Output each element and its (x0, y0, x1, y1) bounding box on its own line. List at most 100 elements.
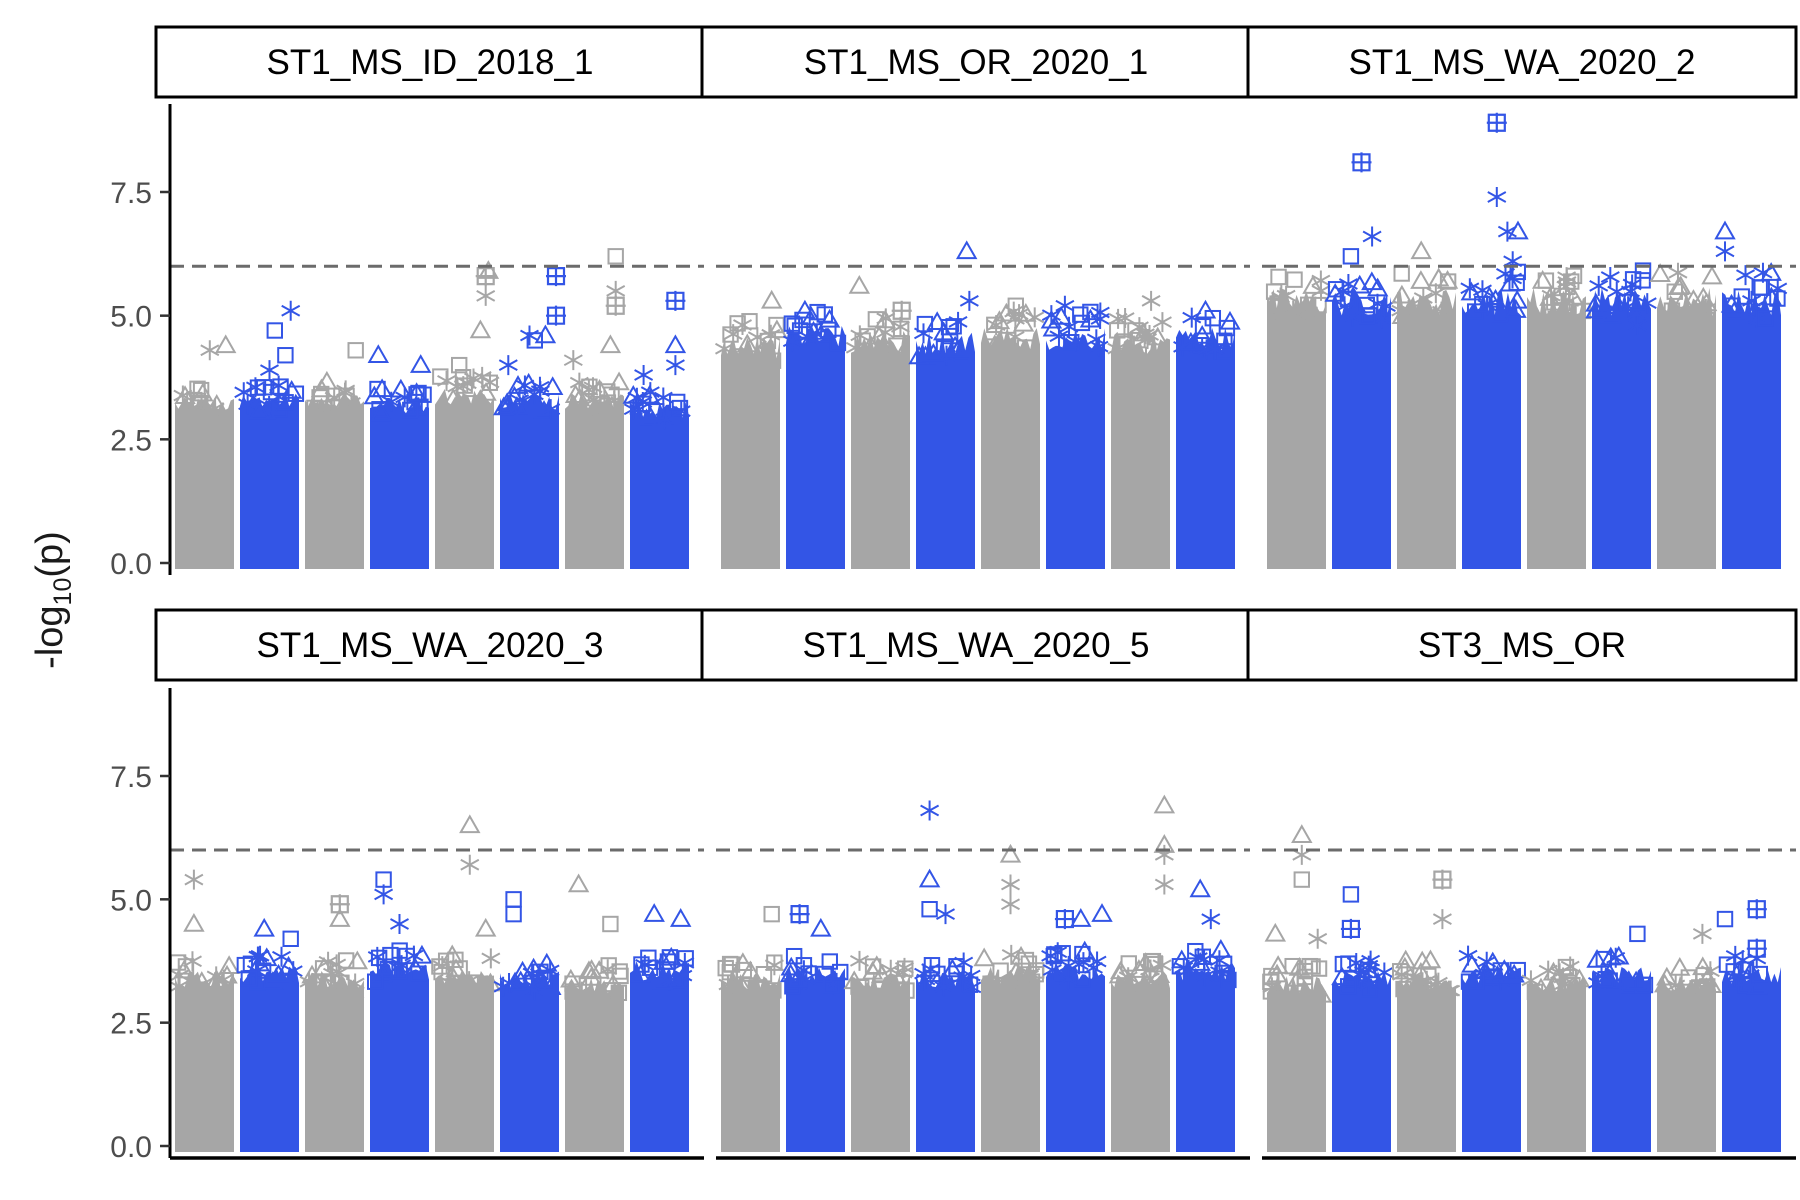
facet-strip-box (700, 608, 1252, 682)
snp-point (1607, 295, 1630, 314)
snp-point (795, 957, 813, 974)
snp-point (823, 977, 840, 994)
facet-panel: ST1_MS_WA_2020_5 (700, 608, 1252, 1160)
snp-point (1564, 976, 1581, 994)
snp-point (1219, 310, 1241, 330)
y-tick-label: 0.0 (110, 548, 152, 581)
snp-peak-point (1189, 878, 1211, 898)
snp-point (1195, 966, 1215, 987)
chromosome-band-8 (1718, 945, 1781, 1152)
snp-peak-point (1001, 894, 1020, 915)
snp-density (630, 961, 689, 1152)
snp-density (565, 392, 624, 569)
snp-density (1176, 962, 1235, 1152)
snp-peak-point (329, 908, 351, 927)
snp-peak-point (1692, 923, 1712, 944)
chromosome-band-1 (1262, 955, 1333, 1152)
chromosome-band-3 (843, 950, 915, 1152)
y-tick-label: 7.5 (110, 761, 152, 794)
snp-point (1427, 267, 1450, 287)
snp-peak-point (1264, 922, 1287, 942)
snp-point (560, 968, 582, 988)
snp-point (722, 343, 744, 363)
chromosome-band-3 (305, 370, 364, 569)
snp-point (1751, 306, 1773, 325)
snp-point (1626, 303, 1646, 324)
snp-peak-point (1714, 220, 1736, 240)
snp-peak-point (534, 324, 557, 344)
snp-point (1194, 949, 1214, 970)
chromosome-band-2 (236, 945, 303, 1152)
snp-point (601, 395, 623, 415)
snp-density (305, 971, 364, 1152)
snp-point (1477, 295, 1497, 316)
snp-peak-point (1345, 294, 1367, 314)
snp-point (431, 958, 448, 975)
snp-point (780, 956, 802, 976)
y-axis-label-tail: (p) (29, 531, 71, 577)
snp-density (500, 971, 559, 1152)
snp-point (1678, 982, 1700, 1002)
snp-point (327, 954, 347, 975)
snp-density (981, 966, 1040, 1152)
snp-peak-point (921, 901, 938, 918)
snp-point (1472, 280, 1492, 301)
facet-strip: ST1_MS_OR_2020_1 (700, 25, 1252, 99)
snp-point (1108, 308, 1128, 329)
snp-point (935, 340, 953, 357)
facet-strip-box (154, 25, 706, 99)
snp-point (1424, 308, 1444, 329)
snp-point (1426, 283, 1446, 304)
snp-density (1657, 288, 1716, 569)
snp-density (1111, 971, 1170, 1152)
chromosome-band-7 (564, 371, 630, 569)
snp-point (1751, 965, 1769, 983)
snp-peak-point (1627, 315, 1647, 336)
snp-point (1284, 957, 1301, 975)
facet-panel: ST1_MS_WA_2020_3 0.0 2.5 5.0 7.5 (110, 608, 706, 1164)
snp-point (661, 949, 679, 966)
y-tick-label: 5.0 (110, 884, 152, 917)
snp-point (1025, 307, 1045, 328)
snp-point (1040, 309, 1063, 329)
snp-density (1111, 331, 1170, 569)
snp-peak-point (1293, 871, 1310, 888)
snp-point (1477, 951, 1497, 972)
plot-area (715, 240, 1250, 569)
snp-density (916, 971, 975, 1152)
snp-point (1428, 972, 1448, 993)
chromosome-band-4 (1458, 945, 1526, 1152)
snp-density (630, 402, 689, 569)
snp-point (492, 396, 515, 416)
snp-point (1310, 983, 1333, 1003)
snp-peak-point (526, 332, 543, 349)
snp-point (962, 977, 982, 998)
snp-peak-point (891, 300, 912, 321)
snp-point (238, 394, 258, 415)
snp-point (1701, 265, 1723, 285)
snp-point (1262, 973, 1279, 991)
snp-point (1530, 977, 1552, 997)
snp-density (1592, 287, 1651, 569)
snp-point (1736, 265, 1756, 286)
snp-point (1696, 968, 1718, 987)
snp-peak-point (1487, 186, 1507, 207)
snp-point (785, 947, 803, 965)
snp-point (926, 970, 949, 990)
snp-peak-point (374, 884, 394, 905)
snp-point (1503, 963, 1525, 983)
snp-peak-point (1432, 909, 1452, 930)
snp-point (1296, 975, 1314, 993)
snp-point (444, 396, 467, 416)
snp-point (736, 333, 759, 353)
snp-point (599, 383, 616, 400)
snp-peak-point (505, 905, 522, 923)
facet-strip: ST1_MS_ID_2018_1 (154, 25, 706, 99)
snp-point (249, 974, 266, 991)
y-tick-label: 7.5 (110, 177, 152, 210)
snp-point (1152, 312, 1172, 333)
snp-point (651, 408, 674, 428)
snp-point (1692, 956, 1714, 976)
snp-point (472, 366, 492, 387)
snp-peak-point (409, 354, 432, 373)
